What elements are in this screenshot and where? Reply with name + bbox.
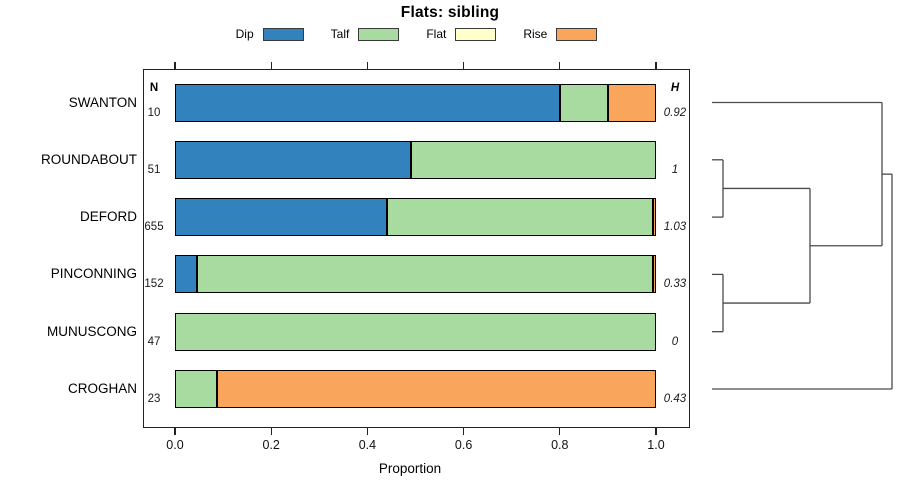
x-axis-tick-bottom (655, 428, 657, 435)
plot-area-border (143, 69, 690, 428)
x-axis-tick-label: 1.0 (647, 438, 665, 452)
x-axis-tick-top (270, 62, 272, 69)
legend-item-flat: Flat (426, 27, 497, 41)
bar-segment-talf (386, 198, 654, 237)
x-axis-tick-top (655, 62, 657, 69)
legend-item-dip: Dip (236, 27, 304, 41)
x-axis-tick-bottom (366, 428, 368, 435)
n-value: 23 (147, 393, 161, 405)
row-label-deford: DEFORD (80, 209, 137, 225)
x-axis-tick-label: 0.8 (551, 438, 569, 452)
chart-title: Flats: sibling (400, 4, 500, 21)
n-value: 10 (147, 106, 161, 119)
n-value: 47 (147, 335, 161, 348)
x-axis-tick-top (463, 62, 465, 69)
legend-item-rise: Rise (523, 27, 598, 41)
legend-label: Talf (330, 27, 350, 41)
x-axis-tick-bottom (174, 428, 176, 435)
legend: Dip Talf Flat Rise (143, 25, 690, 43)
bar-segment-rise (216, 370, 656, 408)
bar-segment-talf (197, 255, 653, 294)
x-axis-tick-label: 0.4 (358, 438, 377, 452)
x-axis-tick-label: 0.2 (262, 438, 280, 452)
n-value: 655 (144, 221, 164, 234)
h-column-header: H (670, 82, 680, 94)
row-label-munuscong: MUNUSCONG (47, 323, 137, 339)
legend-label: Rise (523, 27, 548, 41)
x-axis-tick-label: 0.6 (454, 438, 473, 452)
bar-segment-rise (653, 198, 656, 237)
row-label-roundabout: ROUNDABOUT (40, 151, 137, 167)
talf-color-swatch (358, 27, 400, 41)
h-value: 1.03 (663, 221, 687, 234)
bar-segment-rise (607, 83, 656, 122)
h-value: 0.92 (663, 106, 687, 119)
x-axis-tick-top (174, 62, 176, 69)
n-value: 51 (147, 163, 161, 176)
row-label-croghan: CROGHAN (67, 381, 137, 396)
x-axis-tick-bottom (463, 428, 465, 435)
bar-segment-dip (175, 140, 411, 179)
x-axis-tick-label: 0.0 (166, 438, 184, 452)
n-column-header: N (149, 82, 159, 94)
bar-segment-rise (652, 255, 656, 294)
bar-segment-talf (559, 83, 608, 122)
bar-segment-dip (175, 255, 198, 294)
legend-label: Flat (426, 27, 447, 41)
h-value: 0 (671, 335, 679, 348)
bar-segment-talf (175, 370, 217, 408)
x-axis-tick-top (559, 62, 561, 69)
flat-color-swatch (455, 27, 497, 41)
x-axis-label: Proportion (378, 461, 442, 476)
bar-segment-talf (410, 140, 656, 179)
row-label-swanton: SWANTON (68, 94, 137, 110)
legend-item-talf: Talf (331, 27, 400, 41)
x-axis-tick-bottom (559, 428, 561, 435)
rise-color-swatch (556, 27, 598, 41)
x-axis-tick-top (366, 62, 368, 69)
bar-segment-dip (175, 198, 387, 237)
n-value: 152 (144, 278, 164, 291)
bar-segment-talf (175, 312, 656, 351)
x-axis-tick-bottom (270, 428, 272, 435)
row-label-pinconning: PINCONNING (50, 266, 137, 282)
legend-label: Dip (235, 27, 254, 41)
h-value: 0.43 (663, 393, 687, 405)
h-value: 1 (671, 163, 679, 176)
bar-segment-dip (175, 83, 560, 122)
h-value: 0.33 (663, 278, 687, 291)
dip-color-swatch (262, 27, 304, 41)
